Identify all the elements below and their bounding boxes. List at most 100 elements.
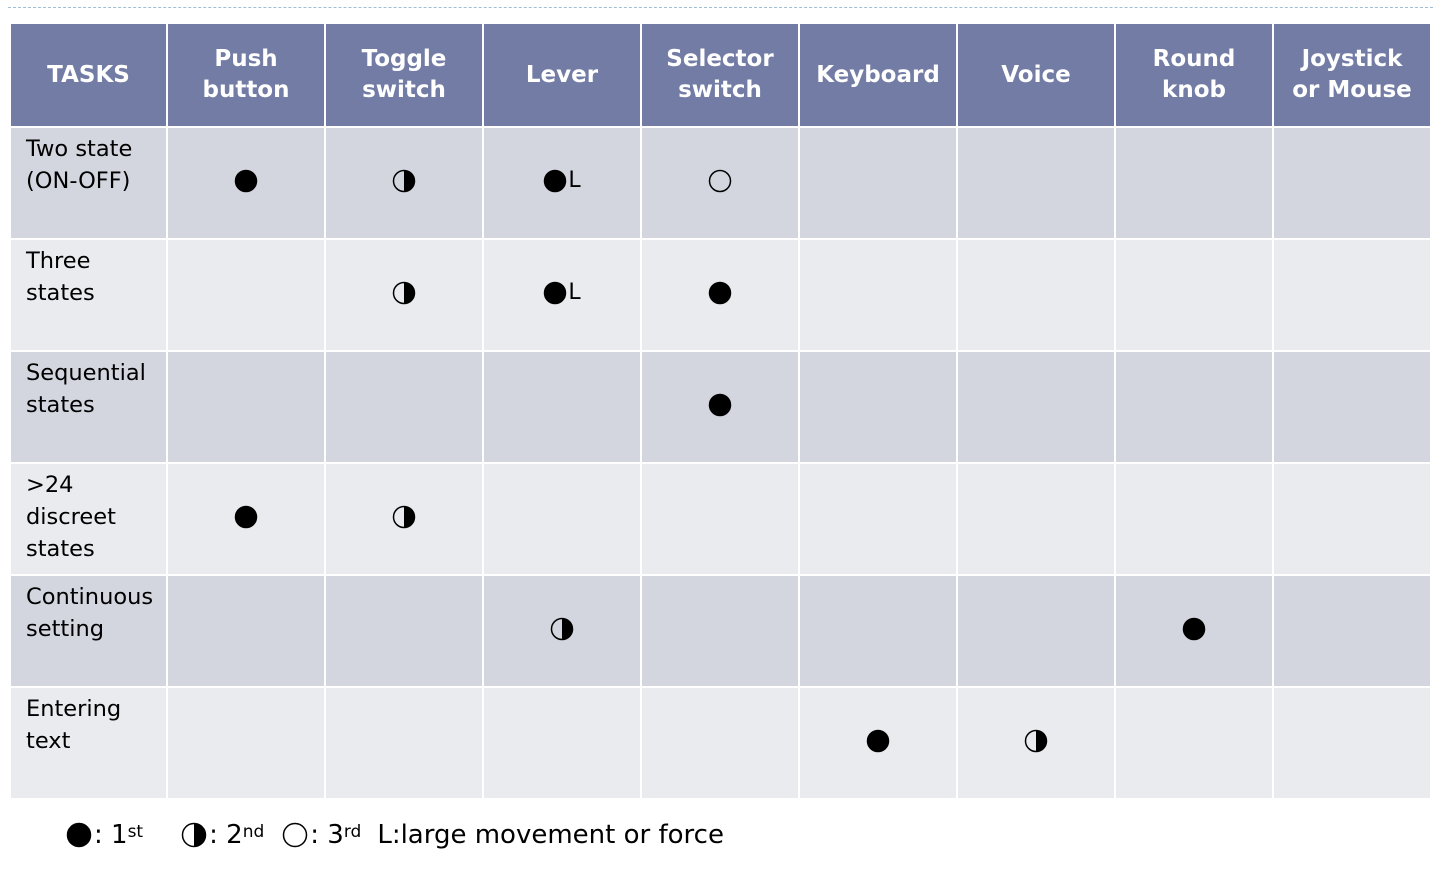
half-filled-circle-icon xyxy=(392,281,416,305)
cell-round-knob xyxy=(1114,350,1274,464)
rating-mark xyxy=(234,505,258,529)
cell-selector-switch xyxy=(640,126,800,240)
task-label-line: discreet xyxy=(26,504,116,530)
legend-first-label: : 1 xyxy=(94,820,128,850)
cell-keyboard xyxy=(798,126,958,240)
cell-round-knob xyxy=(1114,574,1274,688)
task-label: >24 discreet states xyxy=(9,462,168,576)
cell-push-button xyxy=(166,574,326,688)
task-label-line: states xyxy=(26,536,95,562)
column-header-joystick-or-mouse: Joystick or Mouse xyxy=(1272,22,1432,128)
rating-mark xyxy=(392,281,416,305)
cell-keyboard xyxy=(798,686,958,800)
task-label-line: Continuous xyxy=(26,584,154,610)
rating-mark xyxy=(708,281,732,305)
task-label: Sequential states xyxy=(9,350,168,464)
cell-joystick-or-mouse xyxy=(1272,126,1432,240)
task-label: Three states xyxy=(9,238,168,352)
cell-voice xyxy=(956,350,1116,464)
cell-selector-switch xyxy=(640,462,800,576)
task-label-line: Two state xyxy=(26,136,133,162)
cell-lever xyxy=(482,462,642,576)
column-header-round-knob: Round knob xyxy=(1114,22,1274,128)
legend-large-movement: L:large movement or force xyxy=(377,820,724,850)
table-row: Entering text xyxy=(9,686,1432,800)
rating-suffix: L xyxy=(568,280,581,305)
task-label-line: states xyxy=(26,392,95,418)
task-label-line: setting xyxy=(26,616,105,642)
cell-keyboard xyxy=(798,462,958,576)
cell-selector-switch xyxy=(640,238,800,352)
cell-round-knob xyxy=(1114,126,1274,240)
cell-keyboard xyxy=(798,238,958,352)
legend-third-sup: rd xyxy=(343,822,362,842)
column-header-tasks: TASKS xyxy=(9,22,168,128)
half-filled-circle-icon xyxy=(392,505,416,529)
filled-circle-icon xyxy=(234,169,258,193)
cell-push-button xyxy=(166,126,326,240)
cell-toggle-switch xyxy=(324,686,484,800)
rating-mark xyxy=(708,393,732,417)
cell-toggle-switch xyxy=(324,238,484,352)
cell-lever xyxy=(482,574,642,688)
column-header-keyboard: Keyboard xyxy=(798,22,958,128)
cell-voice xyxy=(956,574,1116,688)
cell-toggle-switch xyxy=(324,574,484,688)
cell-push-button xyxy=(166,686,326,800)
cell-toggle-switch xyxy=(324,462,484,576)
filled-circle-icon xyxy=(1182,617,1206,641)
column-header-toggle-switch: Toggle switch xyxy=(324,22,484,128)
task-label-line: >24 xyxy=(26,472,74,498)
legend-third-label: : 3 xyxy=(310,820,344,850)
rating-suffix: L xyxy=(568,168,581,193)
table-row: Continuous setting xyxy=(9,574,1432,688)
filled-circle-icon xyxy=(866,729,890,753)
half-filled-circle-icon xyxy=(550,617,574,641)
half-filled-circle-icon xyxy=(1024,729,1048,753)
cell-push-button xyxy=(166,350,326,464)
legend-second-sup: nd xyxy=(242,822,265,842)
filled-circle-icon xyxy=(66,822,92,848)
cell-voice xyxy=(956,238,1116,352)
table-row: Three states L xyxy=(9,238,1432,352)
rating-mark xyxy=(1024,729,1048,753)
rating-mark xyxy=(392,169,416,193)
empty-circle-icon xyxy=(283,822,308,848)
cell-selector-switch xyxy=(640,686,800,800)
task-label-line: Three xyxy=(26,248,91,274)
column-header-push-button: Push button xyxy=(166,22,326,128)
legend-second-label: : 2 xyxy=(209,820,243,850)
cell-keyboard xyxy=(798,574,958,688)
rating-mark xyxy=(1182,617,1206,641)
cell-joystick-or-mouse xyxy=(1272,238,1432,352)
rating-mark xyxy=(392,505,416,529)
cell-joystick-or-mouse xyxy=(1272,574,1432,688)
cell-lever: L xyxy=(482,126,642,240)
filled-circle-icon xyxy=(708,393,732,417)
cell-voice xyxy=(956,686,1116,800)
legend-first-sup: st xyxy=(127,822,144,842)
cell-lever: L xyxy=(482,238,642,352)
cell-toggle-switch xyxy=(324,350,484,464)
rating-mark xyxy=(708,169,732,193)
cell-push-button xyxy=(166,462,326,576)
rating-mark: L xyxy=(543,280,581,305)
cell-joystick-or-mouse xyxy=(1272,686,1432,800)
cell-joystick-or-mouse xyxy=(1272,462,1432,576)
column-header-lever: Lever xyxy=(482,22,642,128)
top-divider xyxy=(8,7,1433,8)
header-row: TASKS Push button Toggle switch Lever Sele… xyxy=(9,22,1432,128)
rating-mark xyxy=(234,169,258,193)
task-label: Two state (ON-OFF) xyxy=(9,126,168,240)
rating-mark xyxy=(866,729,890,753)
cell-round-knob xyxy=(1114,686,1274,800)
cell-push-button xyxy=(166,238,326,352)
cell-round-knob xyxy=(1114,462,1274,576)
cell-voice xyxy=(956,126,1116,240)
table-row: Two state (ON-OFF) L xyxy=(9,126,1432,240)
cell-round-knob xyxy=(1114,238,1274,352)
